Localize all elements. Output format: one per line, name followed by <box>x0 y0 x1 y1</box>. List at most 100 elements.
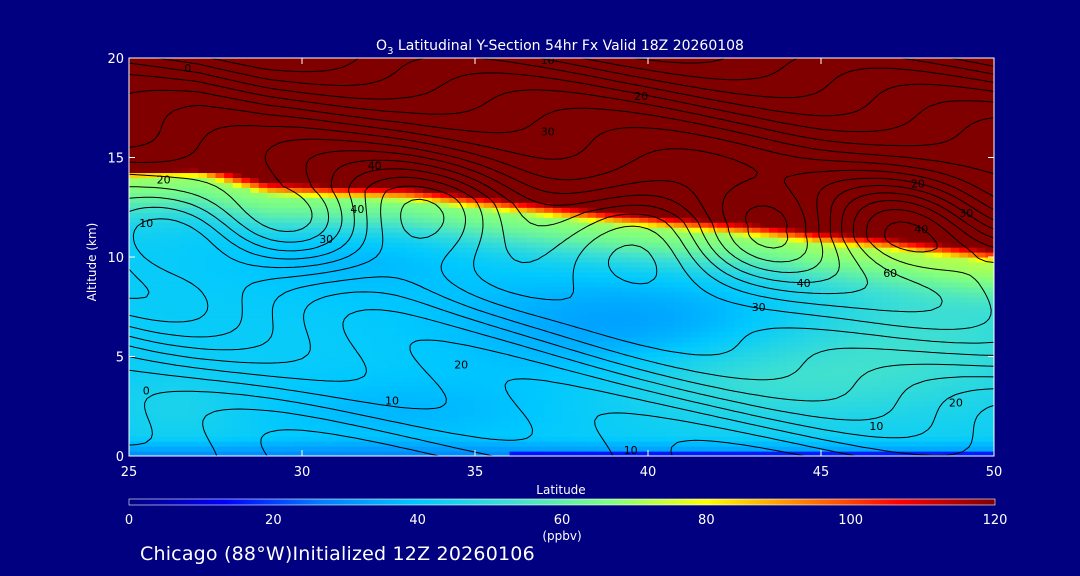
heatmap-cell <box>267 301 277 308</box>
heatmap-cell <box>717 371 727 377</box>
heatmap-cell <box>864 391 874 397</box>
heatmap-cell <box>976 431 986 437</box>
heatmap-cell <box>829 406 839 412</box>
heatmap-cell <box>890 252 900 258</box>
heatmap-cell <box>673 301 684 308</box>
heatmap-cell <box>829 266 839 273</box>
heatmap-cell <box>777 381 787 387</box>
heatmap-cell <box>327 281 338 288</box>
heatmap-cell <box>613 356 623 363</box>
heatmap-cell <box>907 436 917 442</box>
heatmap-cell <box>864 227 874 233</box>
heatmap-cell <box>760 237 770 243</box>
heatmap-cell <box>336 371 346 377</box>
heatmap-cell <box>743 366 753 373</box>
heatmap-cell <box>379 376 390 382</box>
heatmap-cell <box>379 386 390 392</box>
heatmap-cell <box>959 366 969 373</box>
heatmap-cell <box>431 207 441 213</box>
heatmap-cell <box>613 232 623 238</box>
heatmap-cell <box>232 411 243 417</box>
heatmap-cell <box>699 291 710 298</box>
heatmap-cell <box>561 227 571 233</box>
heatmap-cell <box>769 232 779 238</box>
heatmap-cell <box>907 306 917 313</box>
heatmap-cell <box>976 341 986 348</box>
heatmap-cell <box>760 331 770 338</box>
heatmap-cell <box>717 281 727 288</box>
heatmap-cell <box>691 271 701 278</box>
heatmap-cell <box>146 331 156 338</box>
heatmap-cell <box>673 207 684 213</box>
heatmap-cell <box>665 331 675 338</box>
heatmap-cell <box>258 406 268 412</box>
heatmap-cell <box>492 242 502 248</box>
heatmap-cell <box>405 371 416 377</box>
heatmap-cell <box>596 441 606 447</box>
heatmap-cell <box>267 257 277 263</box>
heatmap-cell <box>440 286 450 293</box>
heatmap-cell <box>725 237 736 243</box>
heatmap-cell <box>985 247 994 253</box>
heatmap-cell <box>665 212 675 218</box>
heatmap-cell <box>699 261 710 268</box>
heatmap-cell <box>985 366 994 373</box>
heatmap-cell <box>172 311 182 318</box>
heatmap-cell <box>769 252 779 258</box>
heatmap-cell <box>362 276 372 283</box>
heatmap-cell <box>172 261 182 268</box>
heatmap-cell <box>362 261 372 268</box>
heatmap-cell <box>743 252 753 258</box>
heatmap-cell <box>665 441 675 447</box>
heatmap-cell <box>526 331 537 338</box>
heatmap-cell <box>777 286 787 293</box>
heatmap-cell <box>466 356 476 363</box>
heatmap-cell <box>345 232 355 238</box>
heatmap-cell <box>319 247 329 253</box>
heatmap-cell <box>604 227 614 233</box>
heatmap-cell <box>812 212 822 218</box>
heatmap-cell <box>215 381 225 387</box>
heatmap-cell <box>146 227 156 233</box>
heatmap-cell <box>327 222 338 228</box>
heatmap-cell <box>180 356 191 363</box>
heatmap-cell <box>950 286 960 293</box>
heatmap-cell <box>734 411 744 417</box>
heatmap-cell <box>673 356 684 363</box>
heatmap-cell <box>916 222 926 228</box>
heatmap-cell <box>189 431 199 437</box>
heatmap-cell <box>224 321 234 328</box>
heatmap-cell <box>786 331 796 338</box>
heatmap-cell <box>552 386 563 392</box>
heatmap-cell <box>379 381 390 387</box>
heatmap-cell <box>985 217 994 223</box>
heatmap-cell <box>310 346 320 353</box>
heatmap-cell <box>795 406 805 412</box>
heatmap-cell <box>751 276 762 283</box>
heatmap-cell <box>154 441 165 447</box>
heatmap-cell <box>968 311 978 318</box>
heatmap-cell <box>846 227 857 233</box>
heatmap-cell <box>163 451 173 456</box>
heatmap-cell <box>812 237 822 243</box>
heatmap-cell <box>449 436 459 442</box>
heatmap-cell <box>821 431 831 437</box>
heatmap-cell <box>362 411 372 417</box>
heatmap-cell <box>431 336 441 343</box>
heatmap-cell <box>821 291 831 298</box>
heatmap-cell <box>475 321 485 328</box>
heatmap-cell <box>829 291 839 298</box>
heatmap-cell <box>379 311 390 318</box>
heatmap-cell <box>319 411 329 417</box>
heatmap-cell <box>968 227 978 233</box>
heatmap-cell <box>284 237 294 243</box>
heatmap-cell <box>362 207 372 213</box>
heatmap-cell <box>985 222 994 228</box>
heatmap-cell <box>475 291 485 298</box>
heatmap-cell <box>821 346 831 353</box>
heatmap-cell <box>881 326 891 333</box>
heatmap-cell <box>371 371 381 377</box>
heatmap-cell <box>397 381 407 387</box>
heatmap-cell <box>431 281 441 288</box>
heatmap-cell <box>622 421 632 427</box>
